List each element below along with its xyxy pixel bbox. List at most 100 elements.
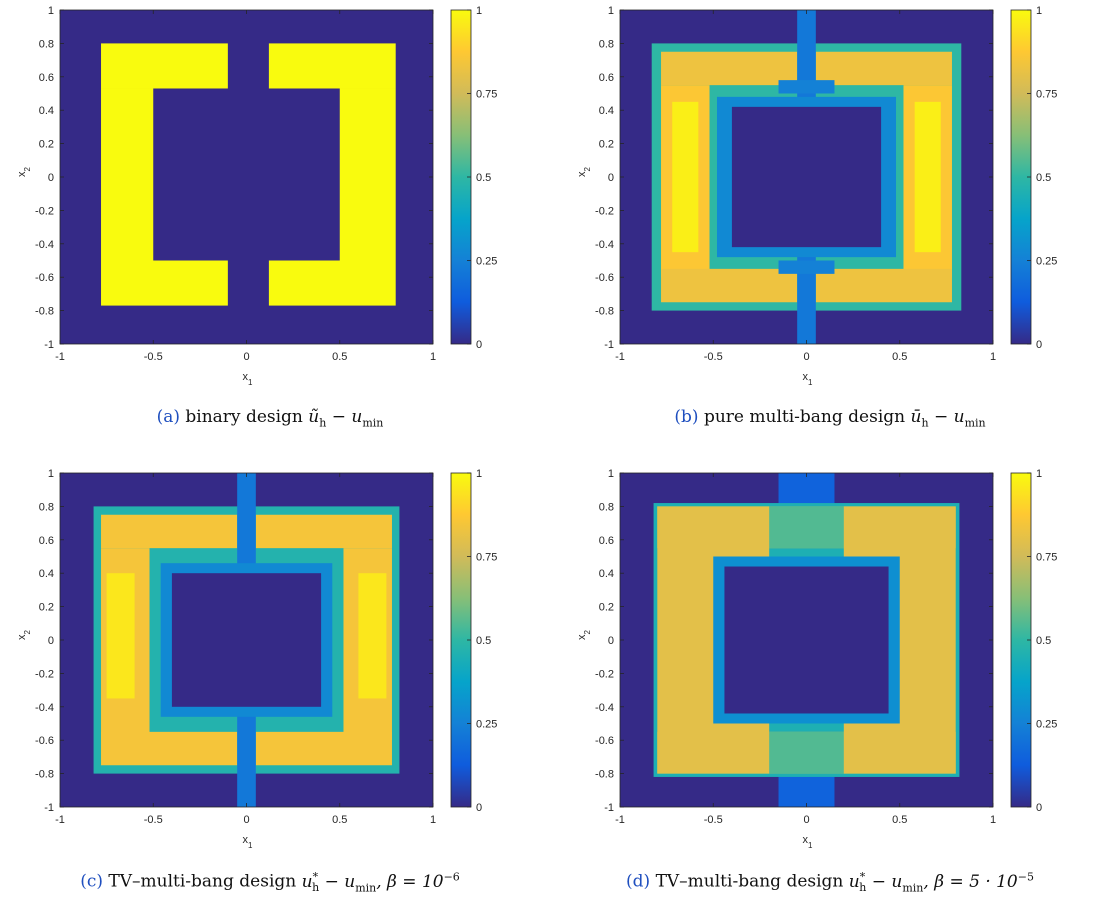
caption-d: (d) TV–multi-bang design u*h − umin, β =…	[560, 870, 1099, 894]
y-tick-label: 0.8	[39, 38, 54, 50]
y-tick-label: 1	[48, 5, 54, 17]
colorbar-tick-label: 0.75	[1036, 89, 1057, 101]
y-tick-label: -0.2	[595, 668, 614, 680]
caption-letter: (c)	[80, 871, 103, 892]
caption-letter: (d)	[626, 871, 651, 892]
y-tick-label: -0.6	[35, 735, 54, 747]
heatmap-region-0	[101, 43, 228, 89]
y-axis-label: x2	[576, 167, 592, 178]
y-tick-label: 1	[608, 468, 614, 480]
x-tick-label: 0	[803, 814, 809, 826]
caption-letter: (b)	[674, 407, 699, 427]
heatmap-region-3	[268, 43, 396, 89]
y-tick-label: 0.2	[39, 139, 54, 151]
caption-c: (c) TV–multi-bang design u*h − umin, β =…	[0, 870, 540, 894]
colorbar-tick-label: 1	[476, 5, 482, 17]
y-tick-label: 0	[48, 635, 54, 647]
y-tick-label: -0.4	[595, 239, 614, 251]
x-tick-label: -0.5	[144, 814, 163, 826]
x-axis-label: x1	[803, 371, 814, 387]
y-tick-label: -0.2	[35, 205, 54, 217]
x-axis-label: x1	[803, 834, 814, 850]
x-tick-label: 1	[990, 351, 996, 363]
x-tick-label: 0	[243, 814, 249, 826]
y-tick-label: 0.4	[39, 568, 54, 580]
y-tick-label: -0.8	[35, 306, 54, 318]
heatmap-region-9	[724, 566, 889, 714]
y-tick-label: -0.4	[35, 239, 54, 251]
y-tick-label: 0	[608, 635, 614, 647]
heatmap-region-11	[778, 260, 835, 274]
y-tick-label: -0.2	[35, 668, 54, 680]
colorbar-tick-label: 0	[476, 802, 482, 814]
x-axis-label: x1	[243, 834, 254, 850]
y-tick-label: 0.2	[599, 139, 614, 151]
x-tick-label: -0.5	[704, 814, 723, 826]
heatmap-region-6	[769, 731, 844, 774]
caption-math: u*h − umin, β = 10−6	[301, 870, 460, 895]
y-tick-label: -0.4	[35, 702, 54, 714]
heatmap-region-4	[101, 731, 238, 766]
y-tick-label: -1	[604, 339, 614, 351]
heatmap-region-5	[255, 514, 392, 549]
x-axis-label: x1	[243, 371, 254, 387]
heatmap-region-1	[101, 514, 238, 549]
y-tick-label: 0.4	[39, 105, 54, 117]
heatmap-chart-c: -1 -0.5 0 0.5 1 -1 -0.8 -0.6 -0.4 -0.2 0 0.2 0.4 0.6 0…	[16, 468, 497, 850]
y-axis-label: x2	[16, 167, 32, 178]
caption-math: u*h − umin, β = 5 · 10−5	[848, 870, 1034, 895]
y-tick-label: -0.2	[595, 205, 614, 217]
y-tick-label: -0.6	[35, 272, 54, 284]
colorbar-tick-label: 0.75	[476, 552, 497, 564]
x-tick-label: 1	[990, 814, 996, 826]
heatmap-region-8	[815, 268, 952, 303]
caption-math: ũh − umin	[308, 407, 384, 430]
colorbar-tick-label: 0.75	[476, 89, 497, 101]
y-tick-label: 0.6	[39, 72, 54, 84]
heatmap-chart-a: -1 -0.5 0 0.5 1 -1 -0.8 -0.6 -0.4 -0.2 0 0.2 0.4 0.6 0…	[16, 5, 497, 387]
colorbar-tick-label: 0.5	[476, 635, 491, 647]
caption-text: pure multi-bang design	[703, 407, 906, 427]
y-tick-label: -0.6	[595, 272, 614, 284]
panel-d: -1 -0.5 0 0.5 1 -1 -0.8 -0.6 -0.4 -0.2 0 0.2 0.4 0.6 0…	[560, 463, 1099, 903]
y-tick-label: 1	[608, 5, 614, 17]
heatmap-field	[620, 473, 993, 807]
x-tick-label: 0.5	[892, 351, 907, 363]
colorbar-tick-label: 0	[1036, 802, 1042, 814]
heatmap-region-7	[914, 101, 941, 253]
x-tick-label: 0.5	[892, 814, 907, 826]
colorbar-tick-label: 1	[1036, 468, 1042, 480]
x-tick-label: 0.5	[332, 814, 347, 826]
caption-letter: (a)	[156, 407, 180, 427]
colorbar-tick-label: 0.5	[1036, 172, 1051, 184]
panel-c: -1 -0.5 0 0.5 1 -1 -0.8 -0.6 -0.4 -0.2 0 0.2 0.4 0.6 0…	[0, 463, 540, 903]
x-tick-label: 1	[430, 351, 436, 363]
heatmap-field	[60, 10, 433, 344]
caption-a: (a) binary design ũh − umin	[0, 407, 540, 429]
colorbar-tick-label: 1	[476, 468, 482, 480]
heatmap-region-13	[731, 106, 882, 248]
y-tick-label: -1	[44, 802, 54, 814]
y-tick-label: 0.8	[599, 501, 614, 513]
heatmap-region-3	[106, 573, 135, 699]
colorbar-tick-label: 0.75	[1036, 552, 1057, 564]
heatmap-region-2	[101, 260, 228, 306]
heatmap-region-5	[268, 260, 396, 306]
colorbar-tick-label: 0.25	[476, 256, 497, 268]
caption-text: TV–multi-bang design	[108, 871, 297, 892]
colorbar-tick-label: 1	[1036, 5, 1042, 17]
y-axis-label: x2	[16, 630, 32, 641]
x-tick-label: -0.5	[704, 351, 723, 363]
heatmap-region-7	[358, 573, 387, 699]
y-tick-label: 0.6	[39, 535, 54, 547]
heatmap-region-1	[661, 51, 798, 86]
heatmap-region-4	[339, 88, 396, 261]
colorbar-tick-label: 0.25	[476, 719, 497, 731]
y-tick-label: 0.4	[599, 568, 614, 580]
colorbar-tick-label: 0.5	[476, 172, 491, 184]
panel-b: -1 -0.5 0 0.5 1 -1 -0.8 -0.6 -0.4 -0.2 0 0.2 0.4 0.6 0…	[560, 0, 1099, 440]
heatmap-field	[60, 473, 433, 807]
colorbar-tick-label: 0	[476, 339, 482, 351]
x-tick-label: -0.5	[144, 351, 163, 363]
caption-text: binary design	[185, 407, 303, 427]
